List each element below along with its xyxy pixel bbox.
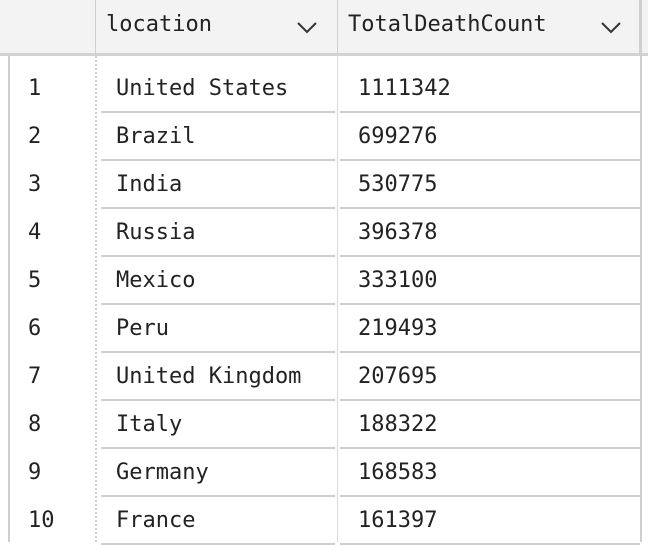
table-row[interactable]: 8 Italy 188322 (0, 401, 648, 449)
location-cell[interactable]: India (101, 161, 335, 209)
table-row[interactable]: 5 Mexico 333100 (0, 257, 648, 305)
location-cell[interactable]: Peru (101, 305, 335, 353)
row-number: 3 (28, 172, 42, 197)
location-cell[interactable]: Italy (101, 401, 335, 449)
chevron-down-icon[interactable] (296, 21, 318, 35)
row-number: 8 (28, 412, 42, 437)
total-death-count-cell[interactable]: 219493 (340, 305, 640, 353)
row-number: 7 (28, 364, 42, 389)
table-row[interactable]: 2 Brazil 699276 (0, 113, 648, 161)
location-cell[interactable]: Brazil (101, 113, 335, 161)
header-location-label: location (106, 12, 212, 37)
table-row[interactable]: 6 Peru 219493 (0, 305, 648, 353)
grid-left-border (8, 0, 10, 542)
table-row[interactable]: 10 France 161397 (0, 497, 648, 545)
row-number: 4 (28, 220, 42, 245)
header-total-label: TotalDeathCount (348, 12, 547, 37)
total-death-count-cell[interactable]: 333100 (340, 257, 640, 305)
location-cell[interactable]: Germany (101, 449, 335, 497)
row-number: 9 (28, 460, 42, 485)
total-death-count-cell[interactable]: 161397 (340, 497, 640, 545)
chevron-down-icon[interactable] (600, 21, 622, 35)
header-total-death-count[interactable]: TotalDeathCount (338, 0, 640, 53)
table-row[interactable]: 4 Russia 396378 (0, 209, 648, 257)
location-cell[interactable]: Russia (101, 209, 335, 257)
table-row[interactable]: 9 Germany 168583 (0, 449, 648, 497)
header-location[interactable]: location (96, 0, 338, 53)
total-death-count-cell[interactable]: 188322 (340, 401, 640, 449)
location-cell[interactable]: Mexico (101, 257, 335, 305)
row-number: 1 (28, 76, 42, 101)
table-row[interactable]: 7 United Kingdom 207695 (0, 353, 648, 401)
location-cell[interactable]: United Kingdom (101, 353, 335, 401)
grid-header: location TotalDeathCount (0, 0, 648, 56)
total-death-count-cell[interactable]: 207695 (340, 353, 640, 401)
grid-right-border (640, 0, 642, 542)
row-number: 2 (28, 124, 42, 149)
location-cell[interactable]: France (101, 497, 335, 545)
total-death-count-cell[interactable]: 1111342 (340, 65, 640, 113)
row-number: 6 (28, 316, 42, 341)
column-divider (95, 56, 97, 542)
row-number: 10 (28, 508, 55, 533)
total-death-count-cell[interactable]: 530775 (340, 161, 640, 209)
row-number: 5 (28, 268, 42, 293)
total-death-count-cell[interactable]: 168583 (340, 449, 640, 497)
total-death-count-cell[interactable]: 699276 (340, 113, 640, 161)
column-divider (337, 56, 338, 542)
total-death-count-cell[interactable]: 396378 (340, 209, 640, 257)
table-row[interactable]: 3 India 530775 (0, 161, 648, 209)
table-row[interactable]: 1 United States 1111342 (0, 65, 648, 113)
location-cell[interactable]: United States (101, 65, 335, 113)
header-row-number (10, 0, 96, 53)
